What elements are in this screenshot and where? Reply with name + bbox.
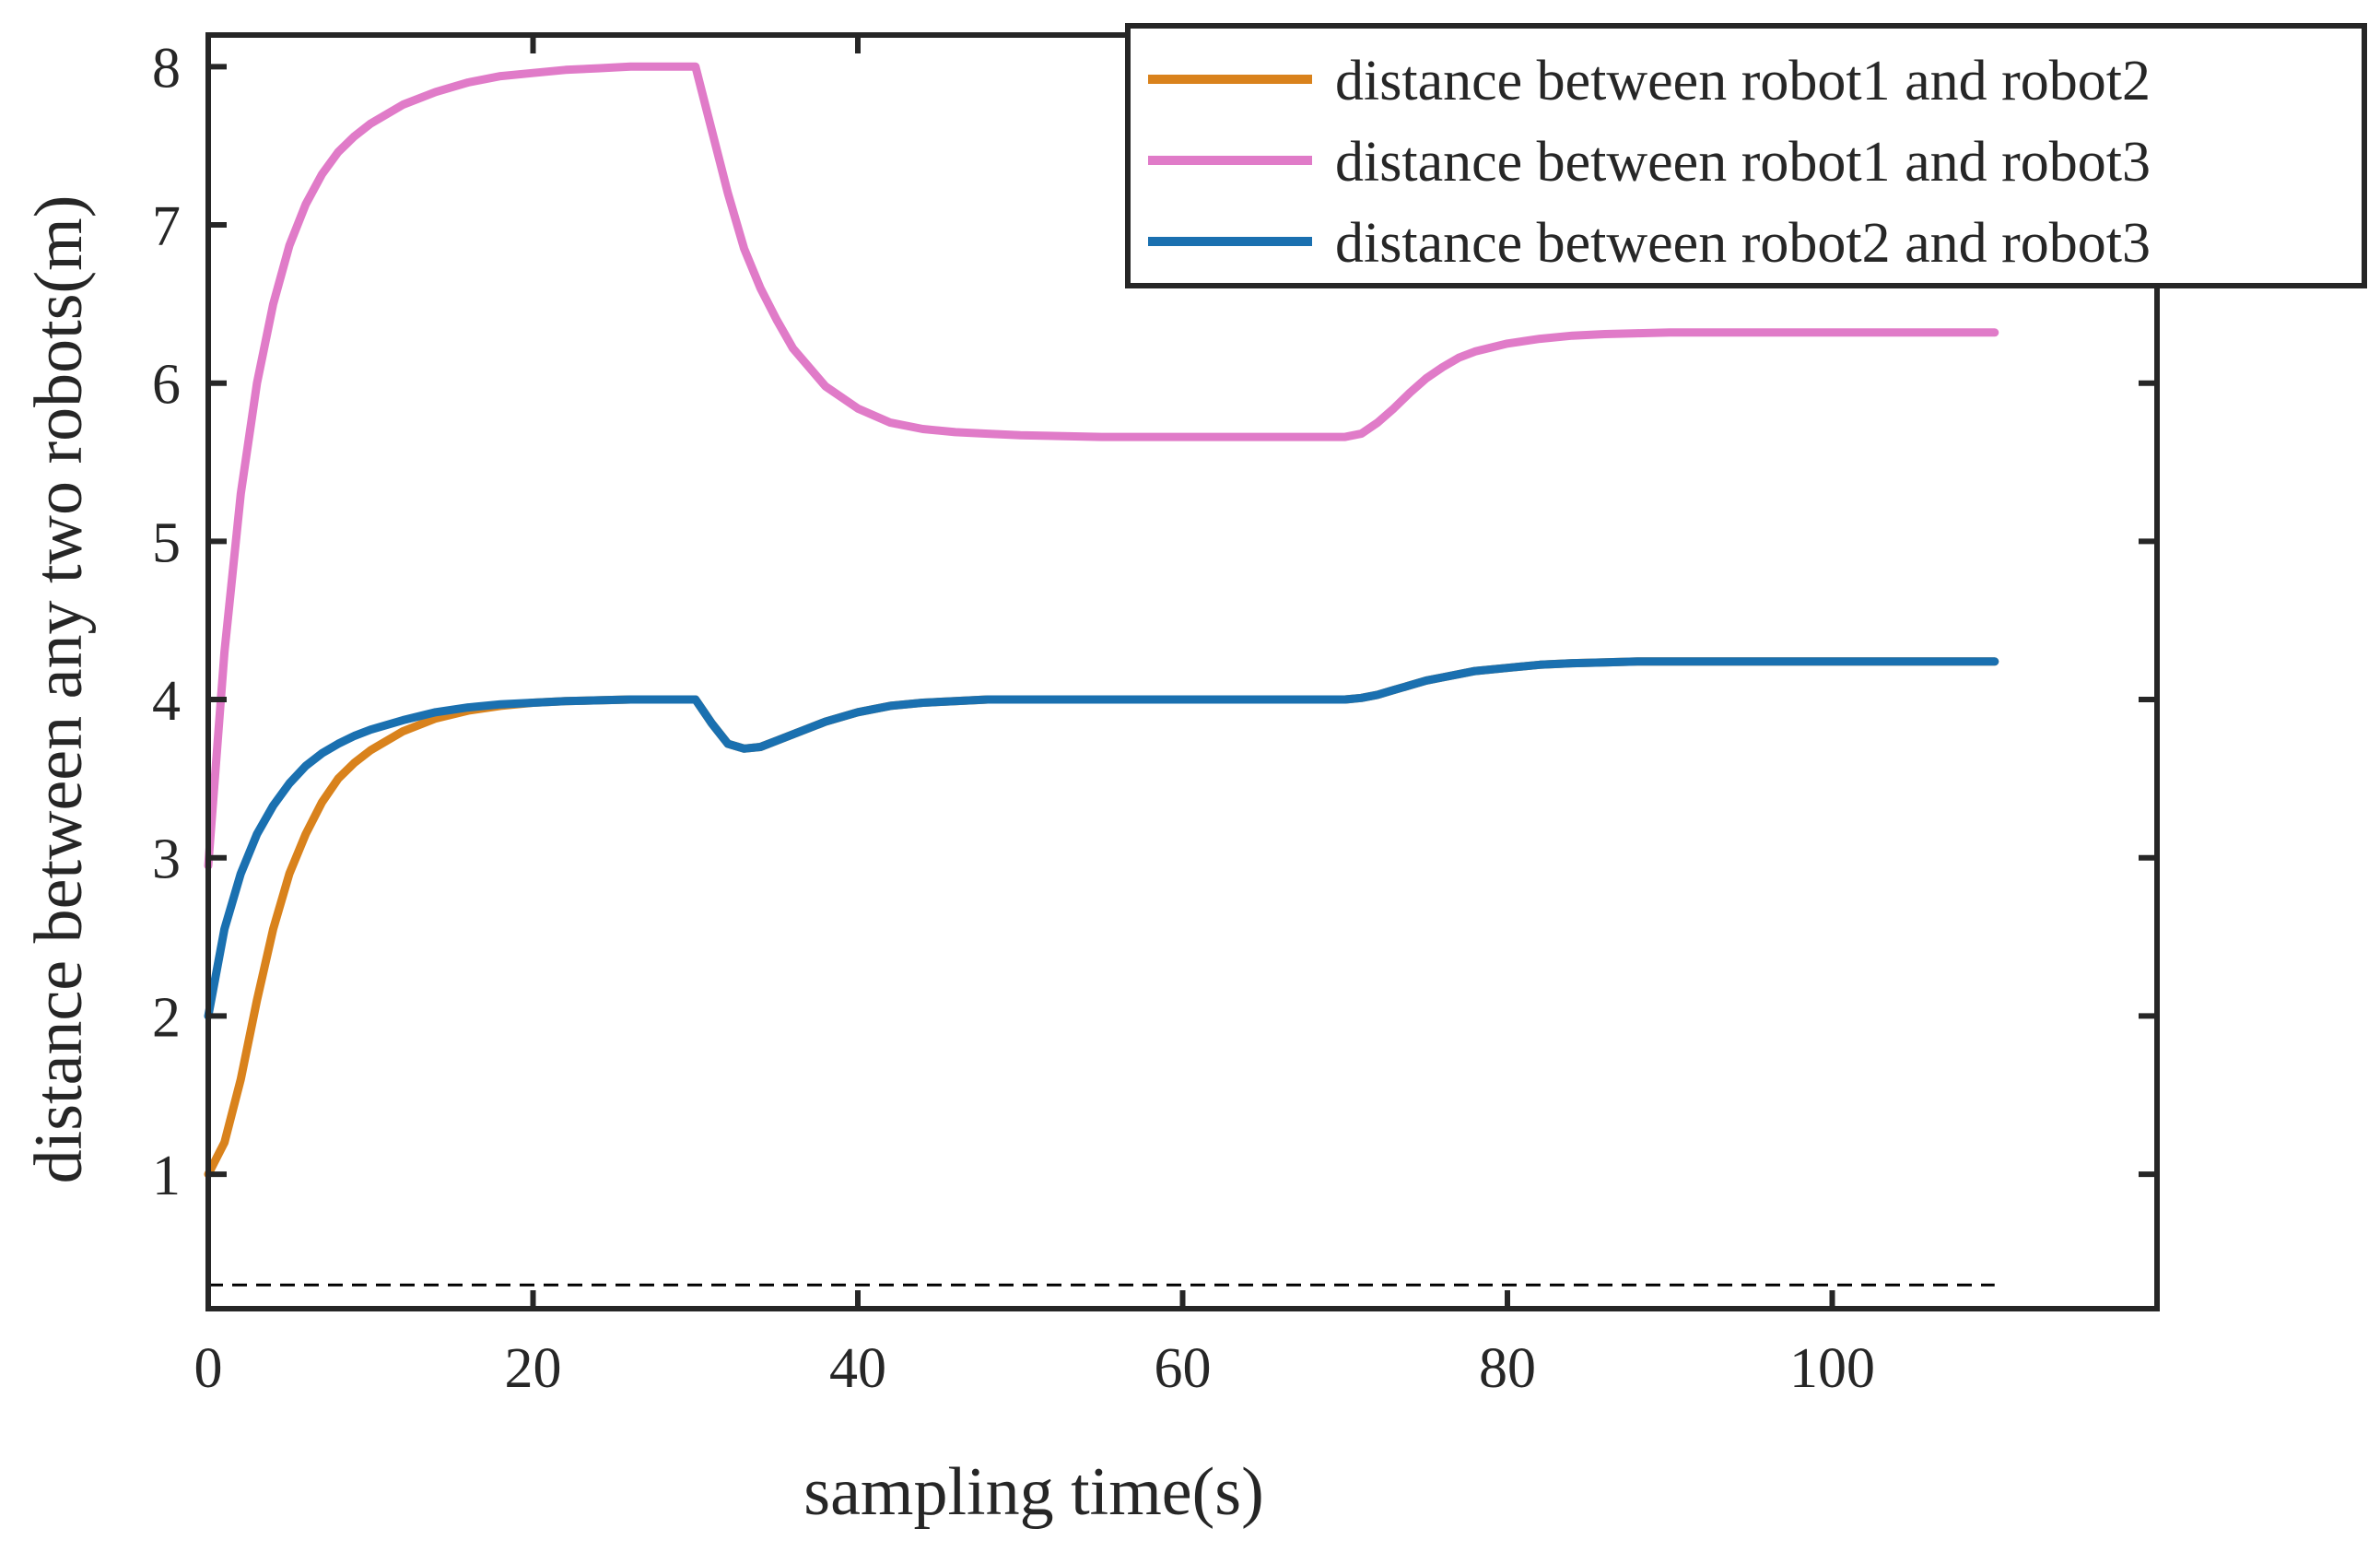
series-layer xyxy=(204,62,1999,1179)
y-tick-label: 2 xyxy=(152,986,181,1049)
y-axis-label: distance between any two robots(m) xyxy=(21,195,97,1184)
x-tick-label: 60 xyxy=(1155,1337,1212,1400)
y-tick-label: 3 xyxy=(152,829,181,891)
x-tick-label: 40 xyxy=(829,1337,886,1400)
x-axis-label: sampling time(s) xyxy=(803,1454,1263,1530)
legend-box xyxy=(1125,23,2367,288)
y-tick-label: 4 xyxy=(152,670,181,733)
legend-label-1: distance between robot1 and robot2 xyxy=(1335,50,2151,112)
series-line-3 xyxy=(204,657,1999,1020)
x-tick-label: 0 xyxy=(194,1337,223,1400)
legend: distance between robot1 and robot2 distan… xyxy=(1125,23,2367,288)
legend-label-3: distance between robot2 and robot3 xyxy=(1335,212,2151,275)
x-tick-label: 80 xyxy=(1479,1337,1536,1400)
y-tick-label: 8 xyxy=(152,37,181,100)
y-tick-label: 1 xyxy=(152,1145,181,1207)
x-tick-label: 100 xyxy=(1789,1337,1875,1400)
y-tick-label: 5 xyxy=(152,511,181,574)
series-line-2 xyxy=(204,62,1999,870)
x-tick-label: 20 xyxy=(505,1337,562,1400)
y-tick-label: 7 xyxy=(152,195,181,258)
y-tick-label: 6 xyxy=(152,354,181,417)
legend-label-2: distance between robot1 and robot3 xyxy=(1335,131,2151,194)
